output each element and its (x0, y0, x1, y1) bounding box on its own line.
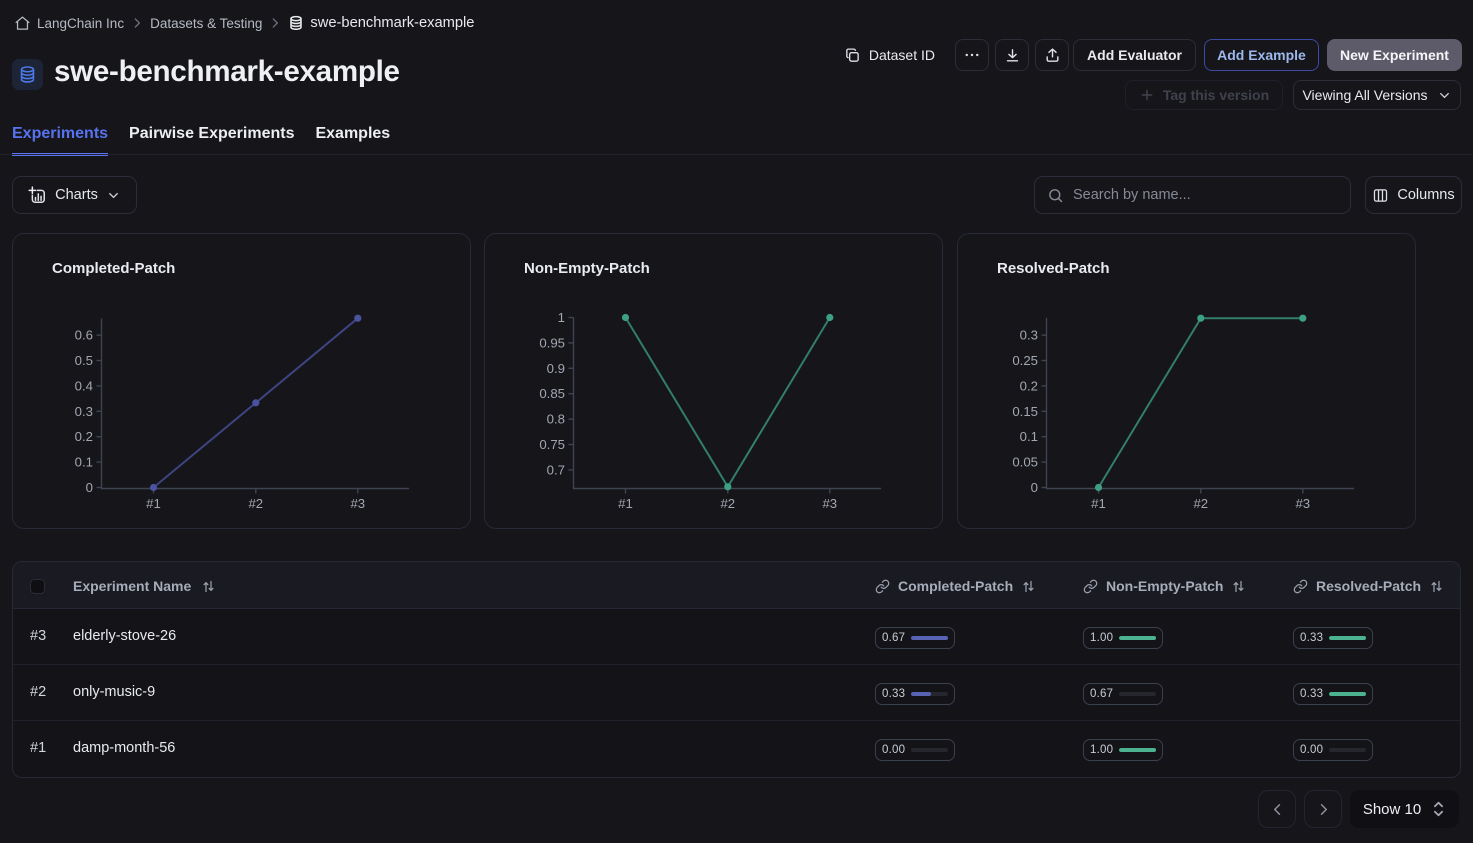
svg-text:#2: #2 (1193, 496, 1208, 511)
svg-text:0.15: 0.15 (1012, 404, 1038, 419)
svg-text:0.3: 0.3 (75, 404, 93, 419)
svg-text:0: 0 (1031, 480, 1038, 495)
svg-text:#1: #1 (618, 496, 633, 511)
svg-text:0.7: 0.7 (547, 462, 565, 477)
svg-text:0.9: 0.9 (547, 361, 565, 376)
svg-text:0.6: 0.6 (75, 328, 93, 343)
svg-text:#1: #1 (146, 496, 161, 511)
svg-text:#3: #3 (1295, 496, 1310, 511)
svg-text:0.8: 0.8 (547, 412, 565, 427)
svg-text:#3: #3 (350, 496, 365, 511)
svg-text:0.95: 0.95 (539, 335, 565, 350)
svg-text:#2: #2 (248, 496, 263, 511)
svg-text:0.4: 0.4 (75, 378, 93, 393)
svg-text:0.75: 0.75 (539, 437, 565, 452)
svg-text:1: 1 (558, 310, 565, 325)
svg-text:0.2: 0.2 (1020, 378, 1038, 393)
svg-text:0.85: 0.85 (539, 386, 565, 401)
svg-text:0.1: 0.1 (1020, 429, 1038, 444)
svg-text:0.5: 0.5 (75, 353, 93, 368)
svg-text:0.2: 0.2 (75, 429, 93, 444)
svg-text:0.3: 0.3 (1020, 328, 1038, 343)
svg-text:0.05: 0.05 (1012, 455, 1038, 470)
svg-text:#1: #1 (1091, 496, 1106, 511)
svg-text:0.1: 0.1 (75, 455, 93, 470)
svg-text:0: 0 (86, 480, 93, 495)
svg-text:#3: #3 (822, 496, 837, 511)
svg-text:0.25: 0.25 (1012, 353, 1038, 368)
svg-text:#2: #2 (720, 496, 735, 511)
